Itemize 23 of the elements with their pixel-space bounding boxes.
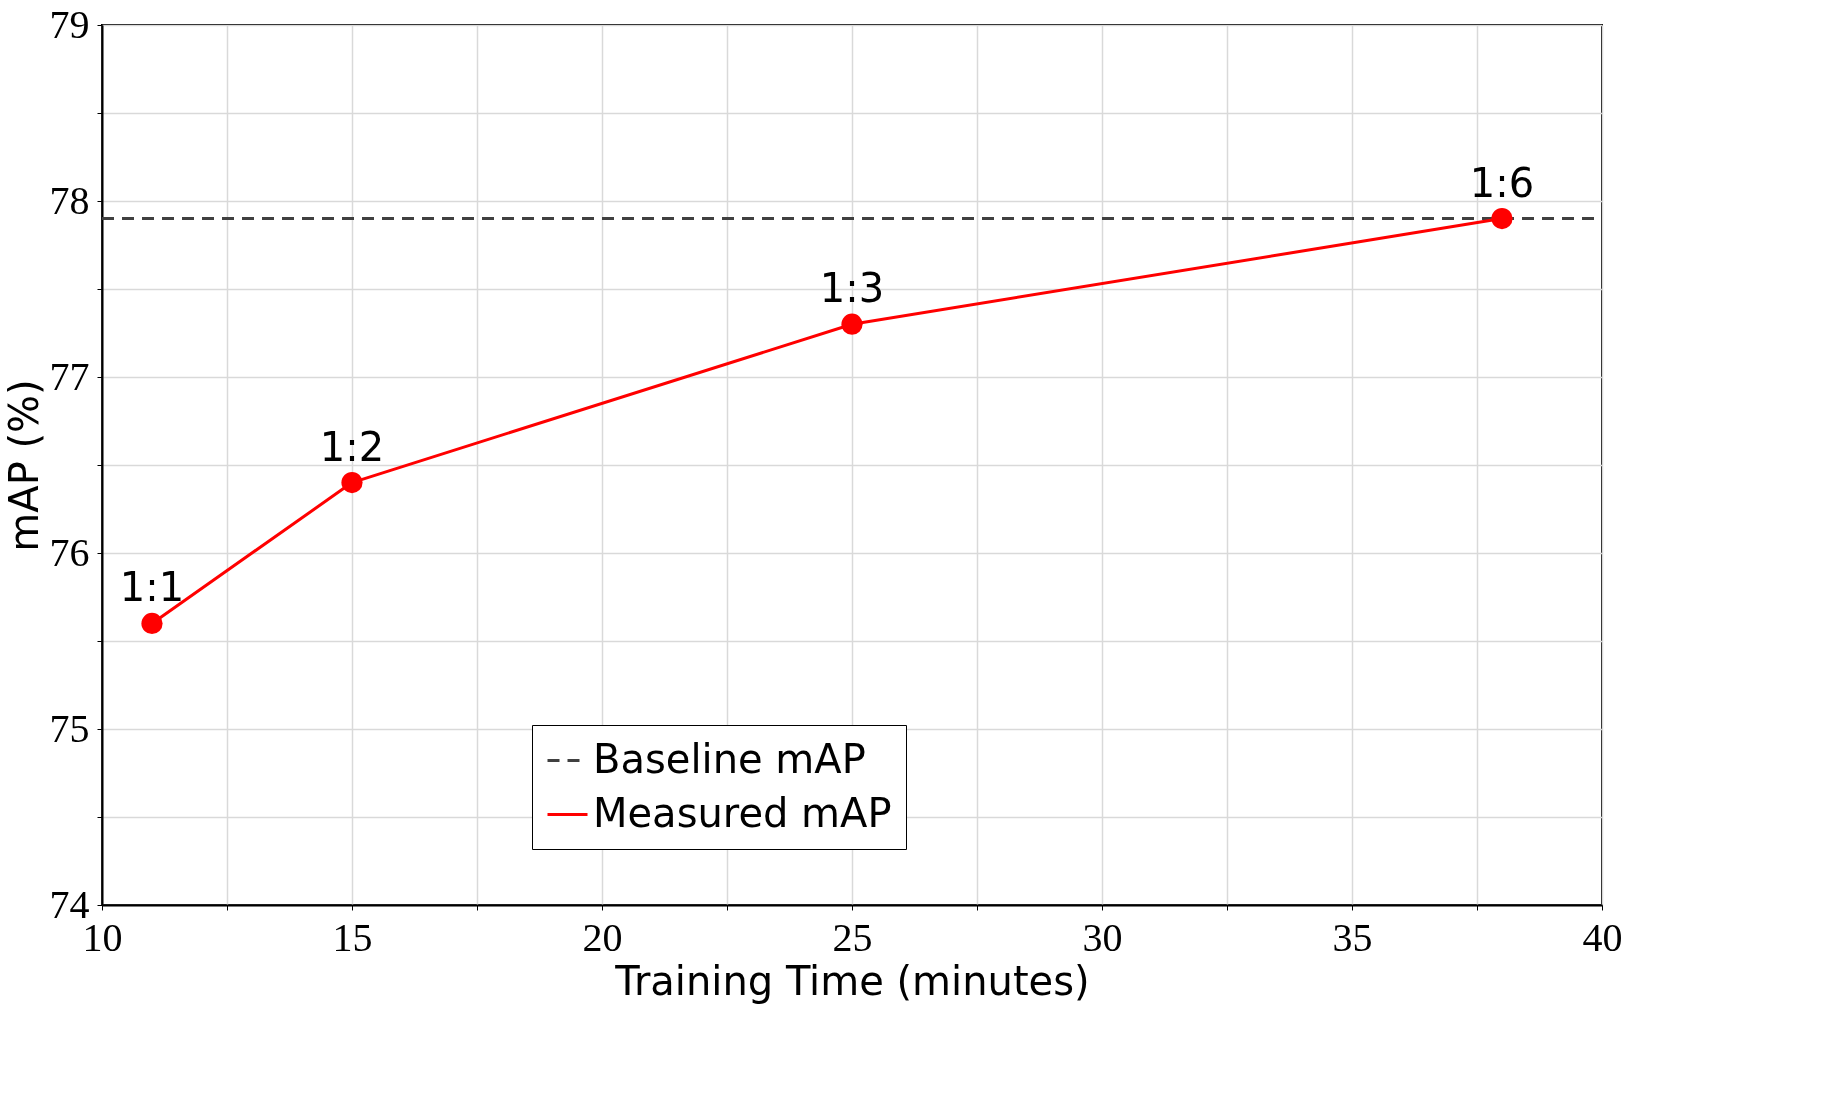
annotation: 1:2	[319, 423, 385, 470]
point	[1491, 208, 1513, 230]
point	[341, 472, 363, 494]
y-axis-title: mAP (%)	[0, 379, 47, 552]
x-tick-label: 30	[1082, 914, 1123, 960]
point	[841, 313, 863, 335]
y-tick-label: 76	[49, 529, 90, 575]
x-tick-label: 15	[332, 914, 373, 960]
x-tick-label: 25	[832, 914, 873, 960]
y-tick-label: 79	[49, 1, 90, 47]
legend-label: Measured mAP	[593, 789, 892, 836]
annotation: 1:3	[819, 265, 885, 312]
legend-label: Baseline mAP	[593, 735, 866, 782]
x-tick-label: 40	[1582, 914, 1623, 960]
y-tick-label: 77	[49, 353, 90, 399]
x-axis-title: Training Time (minutes)	[614, 957, 1090, 1004]
x-tick-label: 35	[1332, 914, 1373, 960]
x-tick-label: 20	[582, 914, 623, 960]
y-tick-label: 75	[49, 705, 90, 751]
annotation: 1:1	[119, 564, 185, 611]
point	[141, 612, 163, 634]
y-tick-label: 78	[49, 177, 90, 223]
annotation: 1:6	[1469, 159, 1535, 206]
